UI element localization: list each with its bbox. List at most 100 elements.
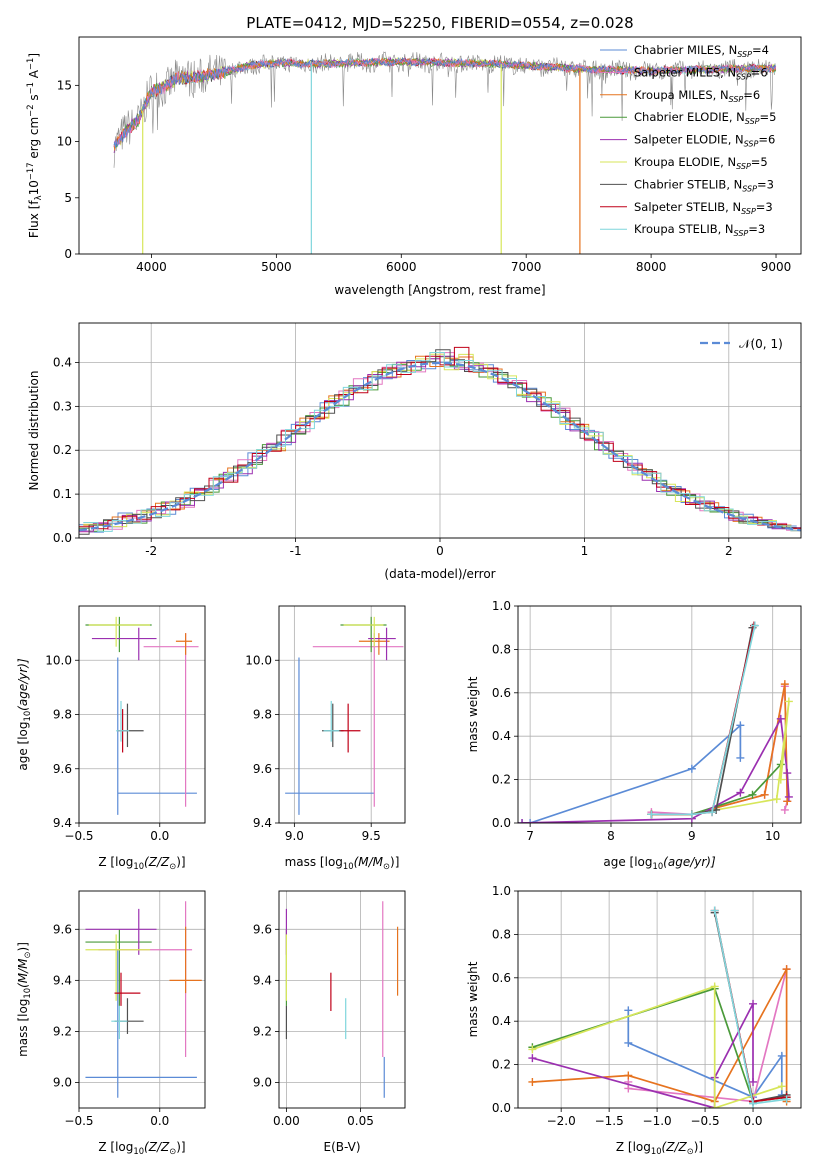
age_vs_Z-ylabel-group: age [log10(age/yr)]	[16, 658, 32, 771]
weight-point-marker	[782, 965, 791, 974]
weight-point-marker	[710, 906, 719, 915]
y-tick-label: 0.2	[53, 443, 72, 457]
x-tick-label: −1.5	[595, 1114, 624, 1128]
weight_vs_age-xlabel-part: (age/yr)]	[663, 855, 716, 869]
y-tick-label: 0.1	[53, 487, 72, 501]
normal-curve-line	[79, 361, 801, 532]
y-tick-label: 0.0	[53, 531, 72, 545]
weight-point-marker	[710, 982, 719, 991]
legend-label-name: Chabrier STELIB, N	[634, 177, 742, 191]
weight-series-line	[651, 625, 756, 816]
legend-label-name: Kroupa ELODIE, N	[634, 155, 736, 169]
age_vs_Z-ylabel-part: (age/yr)]	[16, 658, 30, 711]
y-tick-label: 9.8	[253, 708, 272, 722]
weight-point-marker	[526, 819, 535, 823]
legend-label-name: Salpeter ELODIE, N	[634, 133, 744, 147]
x-tick-label: 5000	[261, 260, 292, 274]
x-tick-label: 6000	[386, 260, 417, 274]
weight-point-marker	[750, 621, 759, 630]
y-tick-label: 0.0	[492, 1101, 511, 1115]
x-tick-label: 8	[607, 829, 615, 843]
weight-point-marker	[710, 1104, 719, 1108]
y-tick-label: 0.0	[492, 816, 511, 830]
age_vs_Z-errorbars	[85, 616, 199, 815]
weight-point-marker	[784, 697, 793, 706]
weight_vs_Z-xlabel-part: 10	[651, 1146, 662, 1156]
mass_vs_Z-ylabel-part: ⊙	[22, 951, 32, 958]
age_vs_Z-ylabel-part: 10	[22, 711, 32, 722]
y-tick-label: 10.0	[45, 653, 72, 667]
age_vs_Z-xlabel: Z [log10(Z/Z⊙)]	[98, 855, 185, 871]
histogram-bars	[79, 346, 801, 535]
legend-label-name: Salpeter MILES, N	[634, 65, 736, 79]
spectrum-ylabel-part: ]	[27, 53, 41, 58]
y-tick-label: 5	[64, 191, 72, 205]
weight-point-marker	[647, 810, 656, 819]
x-tick-label: 10	[765, 829, 780, 843]
x-tick-label: −0.5	[690, 1114, 719, 1128]
spectrum-ylabel: Flux [fλ10−17 erg cm−2 s−1 A−1]	[25, 53, 43, 238]
legend-label-name: Kroupa STELIB, N	[634, 222, 734, 236]
histogram-step-line	[79, 346, 801, 530]
legend-label: Kroupa MILES, NSSP=6	[634, 88, 760, 104]
spectrum-ylabel-part: −17	[25, 162, 35, 180]
mass_vs_Z-xlabel: Z [log10(Z/Z⊙)]	[98, 1140, 185, 1156]
legend-label-suffix: =6	[758, 133, 775, 147]
legend-label-suffix: =3	[757, 177, 774, 191]
y-tick-label: 9.6	[53, 922, 72, 936]
mass_vs_Z-xlabel-part: Z [log	[98, 1140, 133, 1154]
weight-point-marker	[776, 775, 785, 784]
legend-label: Chabrier STELIB, NSSP=3	[634, 177, 774, 193]
spectrum-ylabel-part: erg cm	[27, 117, 41, 163]
legend-label-suffix: =5	[751, 155, 768, 169]
legend-label-sub: SSP	[745, 117, 760, 126]
weight-point-marker	[624, 1006, 633, 1015]
age_vs_Z-xlabel-part: )]	[176, 855, 185, 869]
age_vs_mass-frame	[278, 605, 406, 824]
x-tick-label: 4000	[136, 260, 167, 274]
spectrum-ylabel-part: −1	[25, 82, 35, 94]
legend-label-sub: SSP	[744, 140, 759, 149]
mass_vs_Z-ylabel-part: 10	[22, 988, 32, 999]
age_vs_Z-xlabel-part: ⊙	[169, 861, 176, 871]
weight-point-marker	[777, 1051, 786, 1060]
age_vs_Z-xlabel-part: 10	[133, 861, 144, 871]
y-tick-label: 0.6	[492, 971, 511, 985]
weight-point-marker	[624, 1084, 633, 1093]
age_vs_mass-xlabel-group: mass [log10(M/M⊙)]	[285, 855, 400, 871]
legend-label-sub: SSP	[736, 72, 751, 81]
spectrum-ylabel-part: λ	[33, 195, 43, 200]
legend-label: Salpeter ELODIE, NSSP=6	[634, 133, 775, 149]
weight_vs_Z-xlabel-part: )]	[694, 1140, 703, 1154]
spectrum-lines	[113, 51, 777, 254]
mass_vs_Z-xlabel-group: Z [log10(Z/Z⊙)]	[98, 1140, 185, 1156]
x-tick-label: 9	[688, 829, 696, 843]
weight-point-marker	[687, 764, 696, 773]
weight_vs_Z-frame	[517, 890, 802, 1109]
weight-point-marker	[777, 1082, 786, 1091]
x-tick-label: 0.00	[273, 1114, 300, 1128]
legend-label-sub: SSP	[734, 229, 749, 238]
x-tick-label: 0.05	[347, 1114, 374, 1128]
y-tick-label: 0.8	[492, 642, 511, 656]
weight-series-line	[532, 985, 783, 1108]
y-tick-label: 9.6	[53, 762, 72, 776]
y-tick-label: 0.2	[492, 773, 511, 787]
y-tick-label: 9.4	[253, 816, 272, 830]
legend-label: Kroupa STELIB, NSSP=3	[634, 222, 765, 238]
x-tick-label: 9.5	[362, 829, 381, 843]
weight-point-marker	[749, 999, 758, 1008]
legend-label-suffix: =3	[756, 200, 773, 214]
legend-label-suffix: =6	[751, 65, 768, 79]
histogram-xlabel: (data-model)/error	[384, 567, 495, 581]
weight-point-marker	[624, 1071, 633, 1080]
age_vs_mass-xlabel: mass [log10(M/M⊙)]	[285, 855, 400, 871]
legend-label-suffix: =6	[743, 88, 760, 102]
weight-point-marker	[528, 1077, 537, 1086]
weight_vs_age-xlabel: age [log10(age/yr)]	[603, 855, 716, 871]
weight-point-marker	[528, 1045, 537, 1054]
y-tick-label: 0.4	[492, 729, 511, 743]
weight-point-marker	[772, 795, 781, 804]
histogram-step-line	[83, 352, 801, 532]
